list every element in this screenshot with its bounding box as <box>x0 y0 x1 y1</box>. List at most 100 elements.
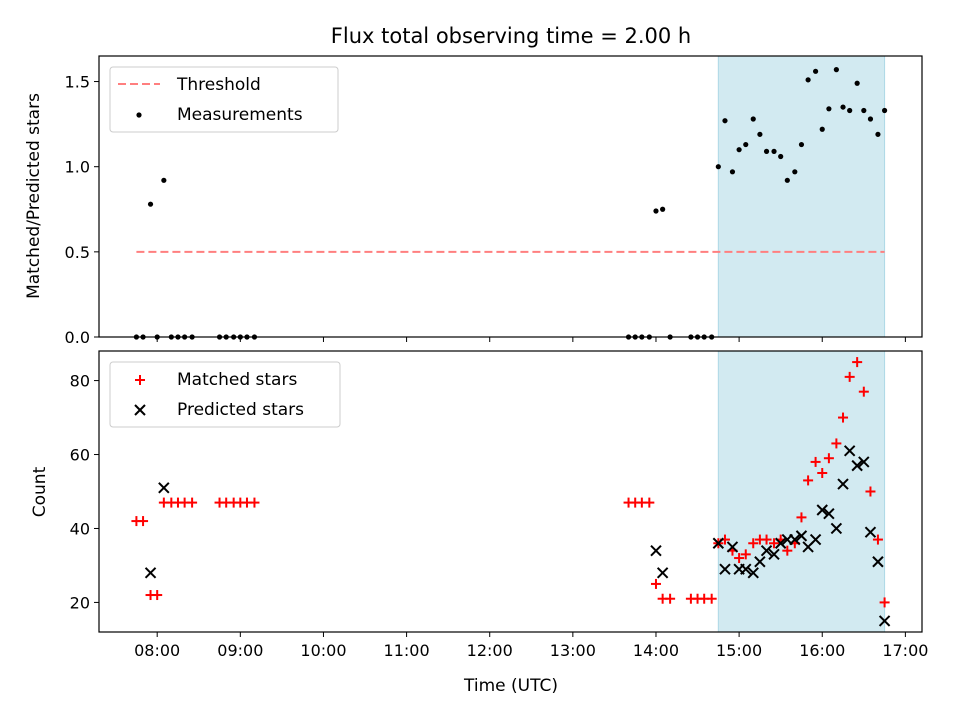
predicted-star-point-stroke-b <box>650 544 662 557</box>
measurement-point <box>847 107 853 114</box>
predicted-star-point <box>719 563 731 575</box>
predicted-star-point-stroke-b <box>878 615 891 627</box>
predicted-star-point-stroke-b <box>851 459 863 472</box>
matched-star-point <box>831 438 842 449</box>
predicted-star-point <box>768 548 780 561</box>
matched-star-point <box>803 475 814 486</box>
matched-star-point <box>865 486 876 497</box>
predicted-star-point-stroke-b <box>843 445 856 457</box>
predicted-star-point <box>158 482 170 494</box>
xtick-label: 11:00 <box>384 641 430 660</box>
xtick-label: 13:00 <box>550 641 596 660</box>
matched-star-point <box>761 534 772 545</box>
top-ytick-label: 0.5 <box>65 243 90 262</box>
predicted-star-point <box>774 537 787 549</box>
measurement-point <box>694 334 701 340</box>
xtick-label: 16:00 <box>799 641 845 660</box>
measurement-point <box>784 177 790 183</box>
measurement-point <box>812 68 819 74</box>
predicted-star-point <box>843 445 856 457</box>
measurement-point <box>161 177 167 183</box>
legend-predicted-swatch-stroke-b <box>134 404 146 416</box>
measurement-point <box>625 334 632 340</box>
matched-star-point <box>734 553 745 564</box>
predicted-star-point <box>823 507 835 520</box>
measurement-point <box>231 334 237 340</box>
predicted-star-point <box>795 530 808 542</box>
predicted-star-point-stroke-b <box>809 533 822 546</box>
matched-star-point <box>769 538 780 549</box>
measurement-point <box>189 334 195 340</box>
top-axes-frame <box>98 55 923 338</box>
matched-star-point <box>844 371 855 382</box>
legend-matched-label: Matched stars <box>177 370 297 390</box>
bottom-ylabel: Count <box>30 466 50 517</box>
measurement-point <box>632 334 638 340</box>
predicted-star-point <box>754 556 766 568</box>
matched-star-point <box>838 412 849 423</box>
measurement-point <box>763 148 770 154</box>
legend-measurements-label: Measurements <box>177 105 303 125</box>
measurement-point <box>667 334 673 340</box>
matched-star-point <box>650 578 661 589</box>
measurement-point <box>168 334 174 340</box>
xtick-label: 09:00 <box>217 641 263 660</box>
top-highlight-span <box>717 55 886 338</box>
matched-star-point <box>187 497 198 508</box>
measurement-point <box>154 334 160 340</box>
measurement-point <box>701 334 707 340</box>
matched-star-point <box>644 497 655 508</box>
predicted-star-point-stroke-b <box>760 544 773 557</box>
predicted-star-point <box>726 541 739 553</box>
matched-star-point <box>249 497 260 508</box>
measurement-point <box>798 141 805 148</box>
measurement-point <box>840 104 846 110</box>
matched-star-point <box>740 549 751 560</box>
x-axis-label: Time (UTC) <box>463 676 558 696</box>
measurement-point <box>771 148 777 154</box>
legend-predicted-swatch <box>134 404 146 416</box>
matched-star-point <box>852 357 863 368</box>
legend-threshold-label: Threshold <box>176 75 261 95</box>
predicted-star-point-stroke-b <box>872 556 884 568</box>
predicted-star-point-stroke-b <box>774 537 787 549</box>
predicted-star-point-stroke-b <box>754 556 766 568</box>
matched-star-point <box>782 545 793 556</box>
predicted-star-point-stroke-b <box>768 548 780 561</box>
predicted-star-point-stroke-b <box>158 482 170 494</box>
predicted-star-point <box>656 567 669 579</box>
measurement-point <box>709 334 715 340</box>
measurement-point <box>757 131 763 137</box>
predicted-star-point-stroke-b <box>712 537 725 549</box>
measurement-point <box>244 334 250 340</box>
measurement-point <box>826 106 832 112</box>
predicted-star-point <box>650 544 662 557</box>
xtick-label: 15:00 <box>716 641 762 660</box>
measurement-point <box>147 201 154 207</box>
predicted-star-point-stroke-b <box>830 522 843 535</box>
top-ytick-label: 1.5 <box>65 73 90 92</box>
predicted-star-point <box>864 526 877 538</box>
measurement-point <box>175 334 181 340</box>
predicted-star-point <box>789 533 801 546</box>
top-legend <box>109 66 339 133</box>
plot-layer: 0.0 0.5 1.0 1.5 20 40 60 80 08:00 09:00 10:00 11:00… <box>65 55 928 660</box>
measurement-point <box>133 334 140 340</box>
matched-star-point <box>665 593 676 604</box>
predicted-star-point <box>760 544 773 557</box>
measurement-point <box>237 334 243 340</box>
measurement-point <box>646 334 652 340</box>
predicted-star-point-stroke-b <box>144 567 157 579</box>
matched-star-point <box>135 375 145 385</box>
predicted-star-point-stroke-b <box>719 563 731 575</box>
bottom-ytick-label: 40 <box>70 519 90 538</box>
predicted-star-point <box>878 615 891 627</box>
matched-star-point <box>706 593 717 604</box>
measurement-point <box>660 206 666 212</box>
measurement-point <box>223 334 229 340</box>
bottom-ytick-label: 20 <box>70 593 90 612</box>
predicted-star-point-stroke-b <box>823 507 835 520</box>
top-ytick-label: 0.0 <box>65 328 90 347</box>
measurement-point <box>875 131 881 137</box>
matched-star-point <box>872 534 883 545</box>
